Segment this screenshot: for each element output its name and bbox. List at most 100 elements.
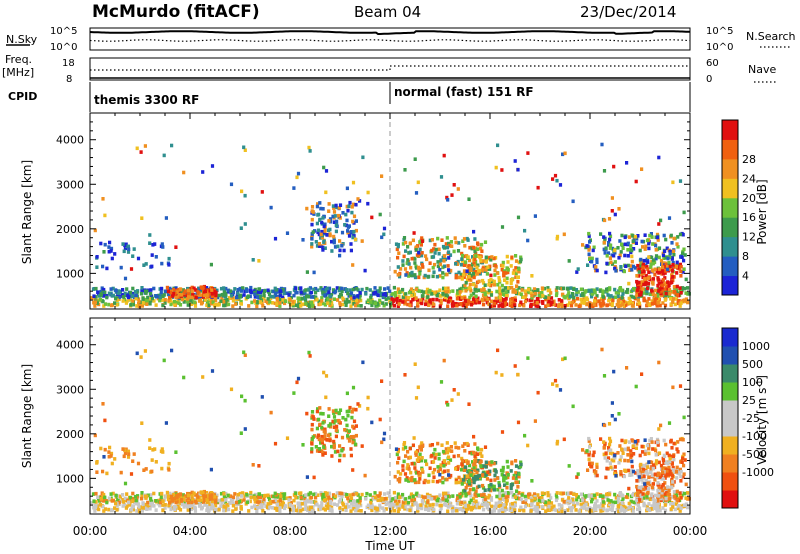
power-cell-2345 (667, 283, 671, 288)
power-cell-1089 (181, 288, 185, 292)
velocity-cell-960 (117, 494, 121, 498)
power-cell-2194 (680, 255, 684, 259)
power-cell-969 (649, 292, 653, 297)
power-cell-615 (572, 295, 576, 300)
velocity-cell-382 (163, 506, 167, 510)
velocity-cell-1355 (383, 497, 387, 501)
velocity-cell-1776 (463, 449, 467, 453)
power-cell-2420 (186, 291, 190, 296)
velocity-cell-1243 (430, 497, 434, 501)
power-cell-2539 (370, 215, 374, 220)
power-cell-1784 (462, 254, 466, 259)
velocity-cell-1338 (568, 499, 572, 503)
velocity-cell-2308 (642, 487, 646, 492)
power-cell-1662 (435, 274, 439, 279)
velocity-cell-2298 (653, 493, 658, 498)
power-cell-96 (669, 302, 673, 306)
velocity-cell-1852 (486, 461, 490, 466)
velocity-cell-869 (616, 499, 620, 504)
velocity-cell-2136 (667, 465, 671, 470)
power-cell-1679 (402, 237, 406, 242)
power-cell-2564 (627, 281, 631, 286)
power-cell-1608 (346, 229, 350, 233)
power-cell-1623 (319, 232, 323, 237)
velocity-cell-2192 (651, 466, 655, 471)
power-cell-1117 (245, 288, 249, 292)
power-cell-820 (504, 297, 508, 301)
power-cell-2132 (587, 252, 591, 257)
velocity-cell-73 (297, 505, 301, 510)
power-cell-1617 (354, 219, 358, 223)
power-cell-2472 (125, 244, 129, 249)
power-cell-998 (457, 293, 462, 297)
velocity-cell-849 (503, 505, 507, 510)
velocity-cell-1700 (432, 452, 436, 456)
power-cell-569 (464, 304, 468, 309)
power-cell-299 (544, 304, 548, 308)
velocity-cell-288 (298, 505, 302, 509)
power-cell-1944 (478, 255, 482, 260)
power-cell-28 (595, 294, 599, 298)
power-cell-2240 (646, 286, 650, 291)
velocity-cell-306 (266, 493, 270, 498)
power-cell-942 (231, 290, 236, 295)
velocity-cell-670 (152, 491, 156, 496)
power-cell-396 (409, 300, 413, 304)
velocity-cell-1479 (494, 501, 498, 506)
power-cell-1286 (510, 303, 515, 308)
power-cell-891 (340, 286, 344, 291)
velocity-cell-730 (620, 501, 624, 505)
velocity-cell-1557 (345, 409, 349, 414)
power-cell-2070 (606, 251, 611, 255)
velocity-cell-2102 (609, 465, 613, 470)
velocity-cell-1202 (137, 505, 141, 509)
power-cell-2647 (363, 268, 367, 273)
power-cell-1813 (404, 240, 408, 245)
velocity-cell-1210 (381, 497, 386, 502)
power-cell-1217 (238, 294, 242, 299)
power-cell-1955 (509, 278, 513, 283)
velocity-cell-389 (344, 508, 348, 512)
velocity-cell-1345 (576, 495, 580, 499)
power-cell-1261 (219, 299, 223, 304)
velocity-cell-2081 (671, 465, 675, 470)
power-cell-1742 (431, 274, 435, 279)
power-cell-2339 (664, 269, 668, 273)
power-cell-1490 (310, 205, 315, 209)
velocity-cell-930 (683, 491, 687, 496)
power-cell-2493 (443, 254, 447, 258)
velocity-cell-1801 (445, 450, 450, 455)
power-cell-2349 (636, 285, 640, 290)
velocity-cell-1366 (607, 500, 611, 504)
power-cell-1317 (444, 286, 448, 291)
power-cell-1413 (321, 290, 325, 294)
power-cell-2592 (322, 165, 326, 170)
power-cell-2609 (447, 268, 451, 272)
power-cell-1278 (388, 289, 392, 293)
power-cell-373 (327, 287, 331, 291)
velocity-cell-974 (97, 499, 102, 503)
velocity-cell-1438 (121, 504, 125, 508)
power-cell-636 (94, 286, 98, 291)
power-cell-1503 (341, 211, 345, 215)
power-cell-1336 (214, 298, 218, 303)
velocity-cell-1500 (347, 439, 352, 443)
power-cell-984 (265, 300, 270, 305)
velocity-cell-1972 (469, 473, 473, 477)
power-cell-2515 (513, 159, 517, 163)
velocity-cell-2197 (630, 453, 634, 458)
velocity-cell-237 (205, 508, 209, 513)
power-cell-647 (537, 293, 541, 298)
nsearch-line (89, 39, 691, 42)
power-cell-468 (152, 299, 156, 303)
power-cell-2517 (324, 190, 328, 195)
power-cell-2624 (101, 197, 105, 201)
power-cell-2120 (618, 253, 622, 258)
power-cell-2381 (206, 289, 210, 293)
velocity-cell-1861 (483, 488, 487, 492)
power-cell-1442 (198, 287, 202, 291)
power-cell-2511 (439, 175, 444, 179)
velocity-cell-2146 (636, 439, 640, 443)
power-cell-1954 (517, 269, 521, 274)
power-cell-2105 (654, 248, 658, 252)
